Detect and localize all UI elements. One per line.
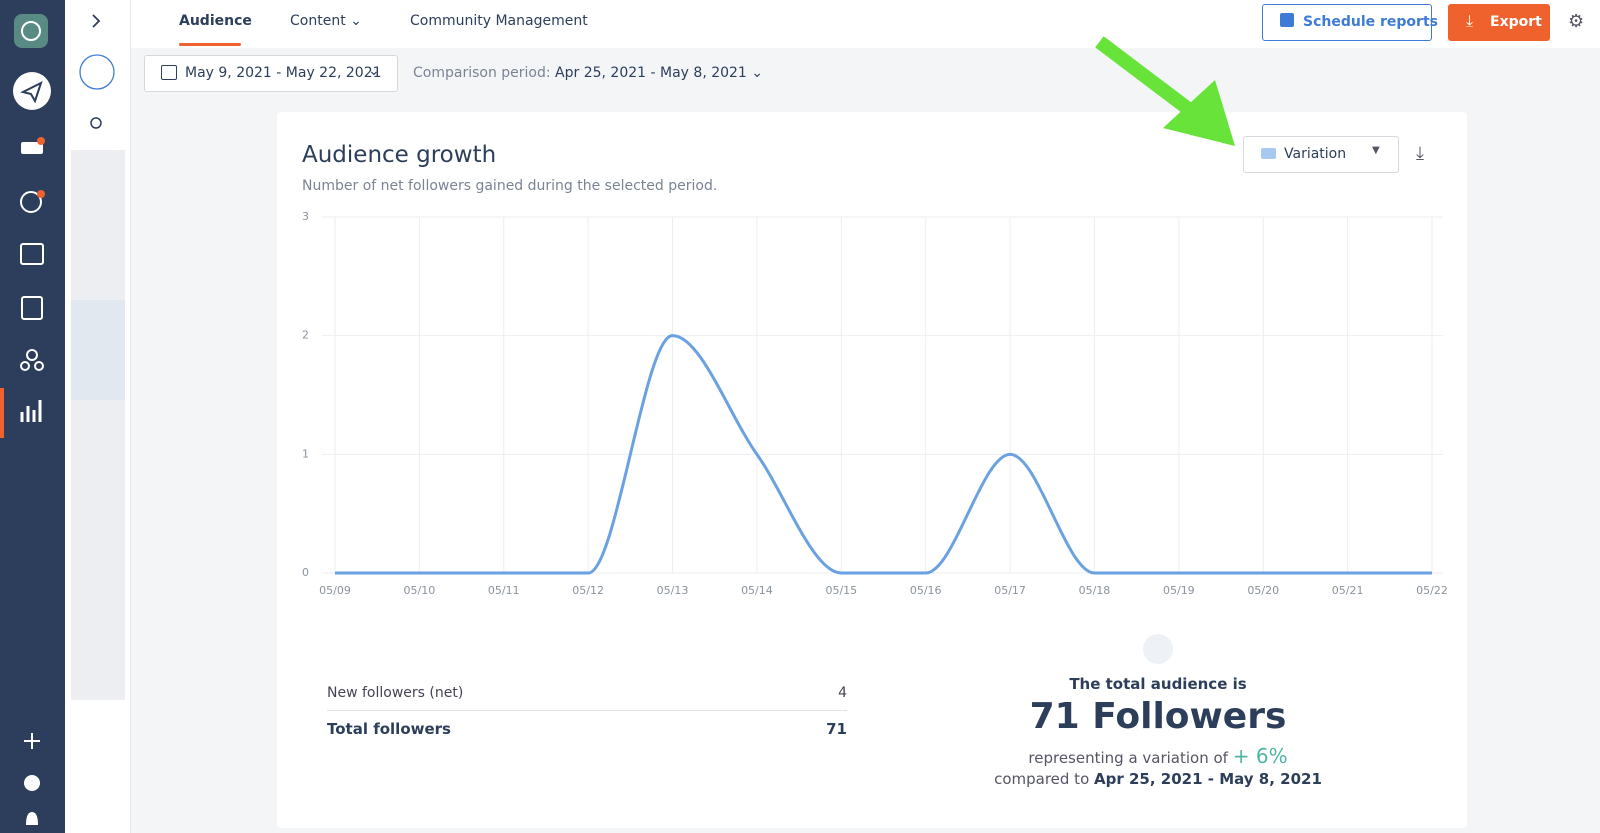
- account-icon[interactable]: [79, 54, 115, 90]
- x-tick-label: 05/16: [910, 584, 942, 597]
- bell-icon[interactable]: [26, 812, 38, 825]
- stat-value: 4: [838, 685, 847, 701]
- x-tick-label: 05/18: [1079, 584, 1111, 597]
- add-icon[interactable]: [24, 733, 40, 749]
- help-icon[interactable]: [24, 775, 40, 791]
- list-icon[interactable]: [21, 296, 43, 320]
- view-label: Variation: [1284, 146, 1347, 162]
- analytics-icon[interactable]: [20, 400, 42, 422]
- tab-underline: [179, 43, 241, 46]
- sidebar-icons: [0, 14, 51, 825]
- compared-label: compared to: [994, 770, 1090, 788]
- people-icon[interactable]: [26, 349, 38, 361]
- audience-icon: [1143, 634, 1173, 664]
- x-tick-label: 05/20: [1247, 584, 1279, 597]
- date-range: May 9, 2021 - May 22, 2021: [185, 65, 382, 81]
- search-icon[interactable]: [90, 117, 102, 129]
- settings-icon[interactable]: ⚙: [1568, 11, 1585, 32]
- listen-icon[interactable]: [20, 191, 42, 213]
- card: [277, 112, 1467, 828]
- button-label: Export: [1490, 14, 1542, 30]
- compared-range: Apr 25, 2021 - May 8, 2021: [1094, 770, 1322, 788]
- publish-icon[interactable]: [13, 72, 51, 110]
- download-icon[interactable]: ⤓: [1416, 143, 1424, 164]
- x-tick-label: 05/12: [572, 584, 604, 597]
- y-tick-label: 3: [302, 210, 309, 223]
- logo[interactable]: [14, 14, 48, 48]
- button-label: Schedule reports: [1303, 14, 1438, 30]
- caret: ▼: [1372, 145, 1380, 156]
- summary-intro: The total audience is: [1069, 675, 1247, 693]
- comparison-range: Apr 25, 2021 - May 8, 2021: [555, 65, 747, 81]
- people-icon-part: [34, 361, 44, 371]
- summary-headline: 71 Followers: [1029, 696, 1287, 737]
- expand-icon[interactable]: [92, 14, 101, 28]
- people-icon-part: [20, 361, 30, 371]
- stat-label: New followers (net): [327, 685, 464, 701]
- x-tick-label: 05/14: [741, 584, 773, 597]
- data-line: [334, 334, 1432, 575]
- x-tick-label: 05/13: [657, 584, 689, 597]
- y-tick-label: 0: [302, 566, 309, 579]
- calendar-glyph: [161, 65, 177, 80]
- blurred-item: [71, 300, 125, 400]
- stat-value: 71: [826, 720, 847, 738]
- chart-subtitle: Number of net followers gained during th…: [302, 178, 718, 194]
- badge: [37, 190, 45, 198]
- summary-compared: compared to Apr 25, 2021 - May 8, 2021: [908, 770, 1408, 788]
- schedule-icon: [1280, 13, 1294, 27]
- secondary-icons: [71, 14, 125, 700]
- tab[interactable]: Audience: [179, 13, 252, 29]
- logo-mark: [21, 21, 41, 41]
- view-icon: [1261, 148, 1276, 159]
- inbox-icon[interactable]: [21, 142, 43, 154]
- tab-label: Content: [290, 13, 346, 29]
- export-button[interactable]: [1448, 4, 1550, 41]
- x-tick-label: 05/17: [994, 584, 1026, 597]
- y-tick-label: 1: [302, 447, 309, 460]
- comparison-label: Comparison period:: [413, 65, 551, 81]
- chevron: ⌄: [368, 63, 380, 79]
- stat-label: Total followers: [327, 720, 451, 738]
- date-picker[interactable]: [144, 55, 398, 92]
- active-marker: [0, 388, 4, 438]
- x-tick-label: 05/15: [825, 584, 857, 597]
- x-tick-label: 05/22: [1416, 584, 1448, 597]
- x-tick-label: 05/19: [1163, 584, 1195, 597]
- blurred-list: [71, 150, 125, 700]
- chart-title: Audience growth: [302, 142, 497, 168]
- calendar-icon[interactable]: [20, 243, 44, 265]
- x-tick-label: 05/11: [488, 584, 520, 597]
- divider: [327, 710, 847, 711]
- tab[interactable]: Community Management: [410, 13, 588, 29]
- x-tick-label: 05/09: [319, 584, 351, 597]
- tab[interactable]: Content ⌄: [290, 13, 362, 29]
- variation-value: + 6%: [1232, 744, 1288, 768]
- y-tick-label: 2: [302, 329, 309, 342]
- x-tick-label: 05/10: [404, 584, 436, 597]
- export-icon: ⤓: [1466, 11, 1474, 30]
- comparison[interactable]: Comparison period: Apr 25, 2021 - May 8,…: [413, 65, 764, 81]
- send-glyph: [20, 81, 43, 104]
- x-tick-label: 05/21: [1332, 584, 1364, 597]
- badge: [37, 137, 45, 145]
- summary-variation: representing a variation of + 6%: [908, 744, 1408, 768]
- variation-label: representing a variation of: [1028, 749, 1228, 767]
